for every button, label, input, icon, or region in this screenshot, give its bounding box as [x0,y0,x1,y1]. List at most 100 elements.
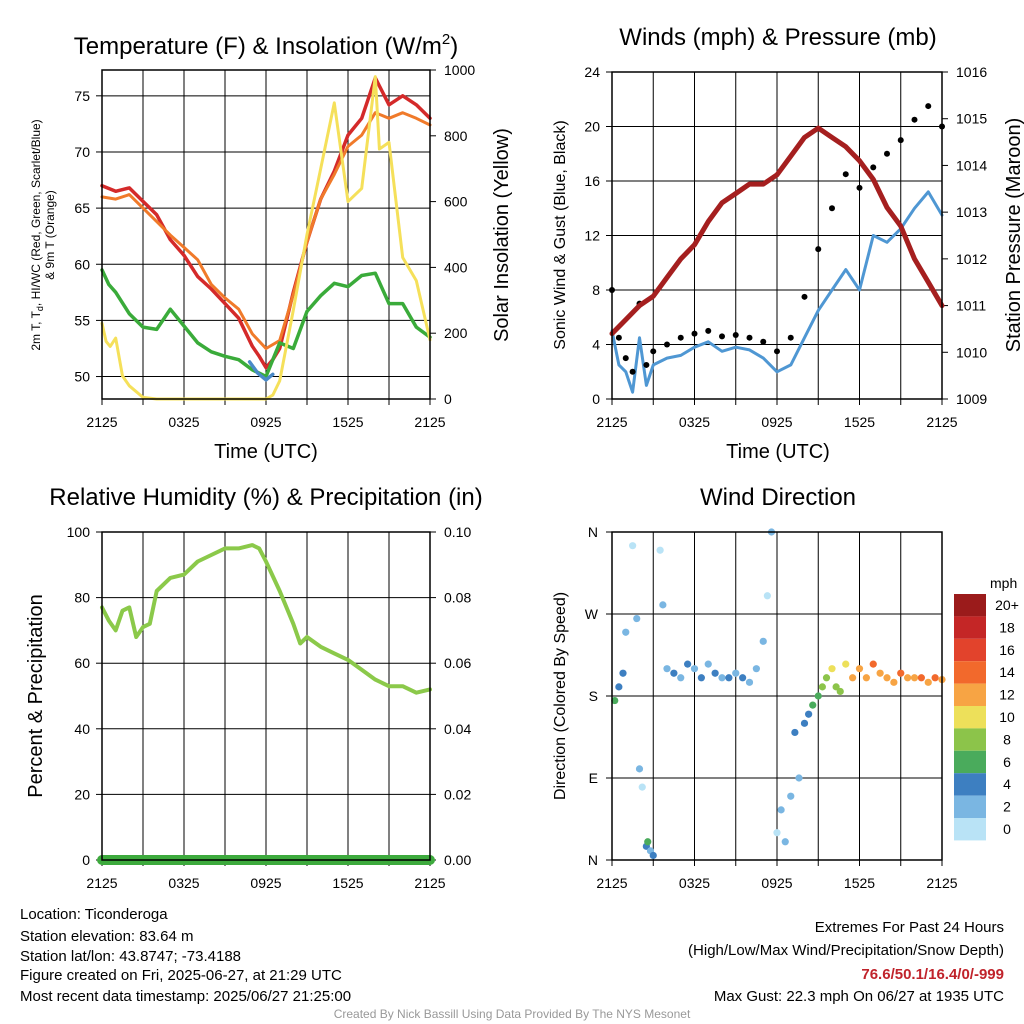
series-gust-point [615,334,622,341]
plot-frame [101,531,431,861]
series-gust-point [691,330,698,337]
series-gust-point [856,184,863,191]
direction-point [659,601,667,609]
y-tick-label: 8 [592,282,600,298]
plot-frame [101,69,431,400]
series-gust-point [643,361,650,368]
colorbar-label: 10 [999,709,1015,725]
info-location: Location: Ticonderoga [20,906,168,923]
x-tick-label: 2125 [86,875,117,891]
direction-point [917,674,925,682]
series-gust-point [746,334,753,341]
y-tick-label: N [588,852,598,868]
x-axis-label: Time (UTC) [726,441,830,463]
series-gust-point [870,164,877,171]
direction-point [777,806,785,814]
y-tick-label: 24 [584,64,600,80]
y-tick-label: 20 [584,119,600,135]
colorbar-swatch [954,661,986,684]
colorbar-label: 12 [999,687,1015,703]
y-tick-label: 70 [74,144,90,160]
y-tick-label: 55 [74,312,90,328]
series-gust-point [719,333,725,340]
direction-point [745,678,754,686]
y2-tick-label: 1015 [956,111,987,127]
direction-point [615,683,623,691]
x-axis-label: Time (UTC) [214,441,318,463]
colorbar-label: 0 [1003,821,1011,837]
series-gust-point [760,338,767,345]
colorbar-label: 2 [1003,799,1011,815]
series-gust-point [677,334,684,341]
direction-point [763,592,771,600]
series-sonic-wind-line [610,190,944,394]
y-axis-label: Sonic Wind & Gust (Blue, Black) [552,120,569,349]
y2-tick-label: 600 [444,194,468,210]
colorbar-swatch [954,750,986,774]
chart-title: Temperature (F) & Insolation (W/m2) [74,31,458,60]
direction-point [800,719,809,727]
direction-point [633,614,641,623]
panel-temperature: 2125 0325 0925 1525 2125 50 55 60 65 70 75 0 200 400 6… [29,31,513,463]
direction-point [611,696,619,705]
x-tick-label: 0325 [168,414,199,430]
colorbar-label: 4 [1003,776,1011,792]
direction-point [739,674,747,682]
direction-point [656,546,664,554]
direction-point [809,701,817,709]
chart-title: Winds (mph) & Pressure (mb) [619,24,936,51]
y-tick-label: 0 [82,852,90,868]
series-gust-point [629,368,636,375]
direction-point [759,637,767,645]
series-gust-point [815,246,822,253]
series-gust-point [732,331,739,338]
x-tick-label: 0325 [168,875,199,891]
chart-title: Relative Humidity (%) & Precipitation (i… [49,484,482,511]
direction-point [711,669,719,677]
direction-point [644,838,652,846]
y2-tick-label: 400 [444,259,468,275]
y2-tick-label: 1014 [956,157,987,173]
colorbar-label: 8 [1003,731,1011,747]
y2-tick-label: 800 [444,128,468,144]
colorbar-label: 6 [1003,754,1011,770]
y2-tick-label: 0.06 [444,655,471,671]
y2-tick-label: 0.10 [444,524,471,540]
series-gust-point [650,348,657,355]
x-tick-label: 2125 [414,875,445,891]
y2-axis-label: Station Pressure (Maroon) [1003,118,1024,353]
y2-tick-label: 1012 [956,251,987,267]
direction-point [849,674,857,682]
panel-humidity: 2125 0325 0925 1525 2125 0 20 40 60 80 100 0.00 0.02… [25,484,483,891]
direction-point [619,669,627,677]
colorbar-swatch [954,795,986,818]
plot-frame [611,531,943,861]
y2-tick-label: 0.08 [444,590,471,606]
x-tick-label: 0925 [250,875,281,891]
y-axis-label: Direction (Colored By Speed) [552,592,569,800]
direction-point [781,838,789,846]
series-gust-point [897,137,904,144]
x-tick-label: 1525 [332,875,363,891]
direction-point [805,710,813,718]
direction-point [924,678,932,686]
y2-axis-label: Solar Insolation (Yellow) [491,128,513,342]
x-tick-label: 2125 [596,414,627,430]
y-tick-label: 60 [74,256,90,272]
info-recent: Most recent data timestamp: 2025/06/27 2… [20,988,352,1005]
y-axis-label-line-2: & 9m T (Orange) [43,190,57,280]
extremes-title: Extremes For Past 24 Hours [814,919,1004,936]
direction-point [752,665,760,673]
series-gust-point [829,205,835,212]
info-elevation: Station elevation: 83.64 m [20,928,194,945]
direction-point [910,674,919,682]
y2-tick-label: 0.00 [444,852,471,868]
series-gust-point [774,348,780,355]
direction-point [814,692,822,700]
y-tick-label: S [589,688,598,704]
y2-tick-label: 1011 [956,298,986,314]
x-tick-label: 1525 [332,414,363,430]
series-station-pressure-line [609,125,945,337]
info-created: Figure created on Fri, 2025-06-27, at 21… [20,967,342,984]
